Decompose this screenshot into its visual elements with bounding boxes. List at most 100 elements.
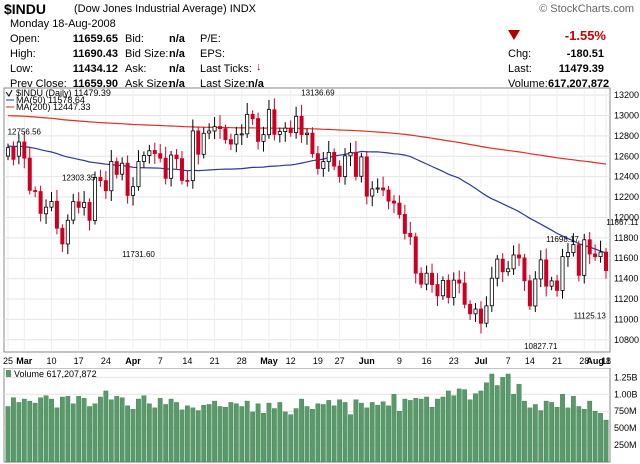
candle-body xyxy=(538,259,543,280)
candle-body xyxy=(141,155,146,162)
candle-body xyxy=(288,127,293,134)
candle-body xyxy=(304,132,309,135)
volume-value: 617,207,872 xyxy=(548,78,610,90)
volume-bar xyxy=(571,396,576,463)
volume-tick-label: 1.00B xyxy=(614,389,638,399)
volume-chart: 250M 500M 750M 1.00B 1.25B Volume 617,207,87… xyxy=(3,368,638,463)
quote-date: Monday 18-Aug-2008 xyxy=(10,18,116,30)
candle-body xyxy=(321,161,326,169)
volume-bar xyxy=(108,399,114,463)
volume-bar xyxy=(157,398,163,463)
date-tick-label: 11 xyxy=(601,356,610,366)
price-tick-label: 12600 xyxy=(614,151,639,161)
candle-body xyxy=(71,201,76,221)
date-tick-label: Apr xyxy=(125,356,141,366)
price-tick-label: 11200 xyxy=(614,294,638,304)
volume-bar xyxy=(473,393,478,463)
pe-label: P/E: xyxy=(200,33,221,45)
date-tick-label: Jun xyxy=(359,356,375,366)
volume-bar xyxy=(136,398,141,463)
volume-legend: Volume 617,207,872 xyxy=(14,369,97,379)
volume-tick-label: 500M xyxy=(614,423,637,433)
candle-body xyxy=(571,244,576,253)
date-tick-label: 7 xyxy=(158,356,163,366)
candle-body xyxy=(587,239,592,255)
volume-bar xyxy=(146,403,152,463)
volume-bar xyxy=(337,399,342,463)
candle-body xyxy=(375,187,380,190)
volume-bar xyxy=(511,394,516,463)
change-percent: -1.55% xyxy=(564,28,606,43)
candle-body xyxy=(212,126,217,132)
candle-body xyxy=(478,308,483,324)
candle-body xyxy=(511,254,516,270)
volume-bar xyxy=(277,402,283,463)
highlight-label: 13136.69 xyxy=(301,89,335,98)
exchange-code: INDX xyxy=(229,3,256,15)
candle-body xyxy=(604,251,609,271)
volume-bar xyxy=(478,390,484,463)
volume-bar xyxy=(59,396,65,463)
candle-body xyxy=(517,254,522,259)
volume-legend-swatch xyxy=(6,370,11,377)
volume-bar xyxy=(348,414,353,463)
candle-body xyxy=(201,132,206,155)
candle-body xyxy=(38,191,43,214)
candle-body xyxy=(435,284,440,297)
volume-bar xyxy=(119,397,125,463)
candle-body xyxy=(218,126,223,130)
candle-body xyxy=(234,134,239,145)
candle-body xyxy=(299,115,304,136)
candle-body xyxy=(413,236,418,274)
price-tick-label: 12400 xyxy=(614,172,639,182)
volume-tick-label: 250M xyxy=(614,440,637,450)
volume-bar xyxy=(429,406,435,463)
volume-bar xyxy=(32,402,38,463)
last-label: Last: xyxy=(508,63,532,75)
candle-body xyxy=(446,279,451,298)
volume-bar xyxy=(16,402,22,463)
highlight-label: 11698.17 xyxy=(546,235,579,244)
candle-body xyxy=(98,177,103,182)
candle-body xyxy=(353,152,358,177)
candle-body xyxy=(430,272,435,285)
date-tick-label: 28 xyxy=(237,356,247,366)
volume-bar xyxy=(65,396,71,463)
volume-bar xyxy=(505,373,511,463)
candle-body xyxy=(576,244,581,276)
volume-bar xyxy=(87,406,92,463)
volume-bar xyxy=(38,397,43,463)
volume-bar xyxy=(5,406,11,463)
last-value: 11479.39 xyxy=(558,63,604,75)
candle-body xyxy=(261,134,266,142)
candle-body xyxy=(294,115,299,134)
volume-bar xyxy=(174,402,179,463)
volume-bar xyxy=(195,410,201,463)
symbol-title: $INDU xyxy=(4,1,47,17)
volume-bar xyxy=(239,406,245,463)
date-tick-label: 12 xyxy=(286,356,296,366)
volume-bar xyxy=(244,400,250,463)
candle-body xyxy=(337,165,342,177)
volume-bar xyxy=(500,377,506,463)
open-label: Open: xyxy=(10,33,40,45)
candle-body xyxy=(103,180,108,192)
highlight-label: 10827.71 xyxy=(524,342,558,351)
volume-bar xyxy=(375,404,381,463)
candle-body xyxy=(593,253,598,258)
volume-bar xyxy=(391,394,397,463)
candle-body xyxy=(343,155,348,177)
candle-body xyxy=(326,152,331,162)
date-tick-label: 21 xyxy=(552,356,562,366)
volume-bar xyxy=(522,400,527,463)
volume-bar xyxy=(255,403,261,463)
index-name: (Dow Jones Industrial Average) INDX xyxy=(74,3,256,15)
price-tick-label: 12000 xyxy=(614,212,639,222)
volume-bar xyxy=(272,408,277,463)
candle-body xyxy=(266,109,271,136)
high-value: 11690.43 xyxy=(72,48,118,60)
candle-body xyxy=(419,272,424,285)
bid-value: n/a xyxy=(169,33,185,45)
candle-body xyxy=(582,239,587,276)
date-tick-label: 21 xyxy=(210,356,220,366)
